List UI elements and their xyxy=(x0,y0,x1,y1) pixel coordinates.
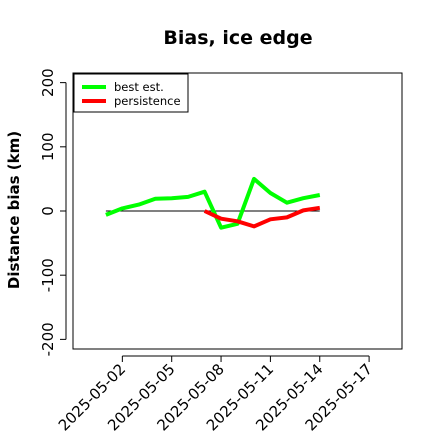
chart-title: Bias, ice edge xyxy=(163,27,312,49)
y-tick-label: 100 xyxy=(39,132,57,161)
y-axis: -200 -100 0 100 200 xyxy=(39,68,67,356)
legend-label-best-est: best est. xyxy=(114,80,164,94)
y-tick-label: -100 xyxy=(39,258,57,292)
y-axis-label: Distance bias (km) xyxy=(5,131,23,289)
x-axis: 2025-05-022025-05-052025-05-082025-05-11… xyxy=(55,355,376,434)
legend-label-persistence: persistence xyxy=(114,94,181,108)
series-layer xyxy=(105,176,321,230)
y-tick-label: 200 xyxy=(39,68,57,97)
series-line-best-est xyxy=(105,176,321,230)
legend: best est. persistence xyxy=(73,73,189,113)
series-line-persistence xyxy=(203,205,321,229)
plot-frame xyxy=(72,72,403,350)
y-tick-label: 0 xyxy=(39,206,57,216)
legend-box xyxy=(73,73,189,113)
y-tick-label: -200 xyxy=(39,322,57,356)
